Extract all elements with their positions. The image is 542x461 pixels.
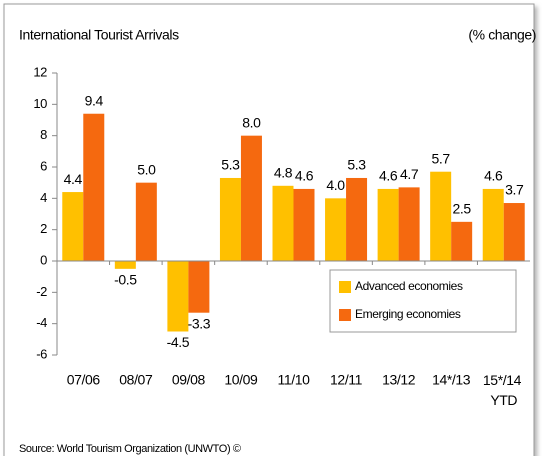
- source: Source: World Tourism Organization (UNWT…: [19, 443, 241, 455]
- y-tick-label: 10: [33, 96, 47, 111]
- value-label: 4.6: [295, 168, 314, 184]
- legend-box: [329, 269, 517, 333]
- bar: [346, 177, 368, 261]
- x-tick-label: 12/11: [330, 372, 363, 388]
- x-tick-label: 14*/13: [432, 372, 471, 388]
- value-label: 4.7: [400, 166, 419, 182]
- value-label: 3.7: [505, 182, 524, 198]
- x-tick-label: 09/08: [172, 372, 206, 388]
- y-tick-label: 0: [40, 252, 47, 267]
- bar: [62, 192, 84, 261]
- value-label: 2.5: [453, 201, 472, 217]
- y-tick-label: 2: [40, 221, 47, 236]
- y-tick-label: -2: [36, 284, 47, 299]
- value-label: 4.6: [379, 168, 398, 184]
- chart-subtitle: (% change): [468, 27, 536, 43]
- value-label: 5.3: [221, 157, 240, 173]
- y-tick-label: 8: [40, 127, 47, 142]
- legend-swatch: [339, 309, 351, 321]
- bar: [325, 198, 347, 261]
- y-tick-label: 12: [33, 64, 47, 79]
- bar: [272, 185, 294, 261]
- y-tick-label: 6: [40, 158, 47, 173]
- bar: [377, 188, 399, 261]
- value-label: 5.0: [137, 161, 156, 177]
- x-tick-label: 08/07: [119, 372, 153, 388]
- y-tick-label: 4: [40, 190, 47, 205]
- chart-title: International Tourist Arrivals: [19, 27, 179, 43]
- bar: [503, 203, 525, 261]
- x-tick-label: 11/10: [278, 372, 311, 388]
- bar: [188, 261, 210, 313]
- legend-label: Advanced economies: [355, 279, 463, 293]
- bar: [430, 171, 452, 261]
- value-label: -0.5: [114, 272, 137, 288]
- value-label: -3.3: [188, 315, 211, 331]
- value-label: 5.7: [432, 150, 451, 166]
- bar: [451, 221, 473, 261]
- value-label: 4.4: [64, 171, 83, 187]
- bar: [135, 182, 157, 261]
- y-tick-label: -6: [36, 346, 47, 361]
- value-label: 4.6: [484, 168, 503, 184]
- value-label: -4.5: [167, 334, 190, 350]
- bar: [167, 261, 189, 332]
- bar: [114, 261, 136, 269]
- y-tick-label: -4: [36, 315, 47, 330]
- legend-swatch: [339, 281, 351, 293]
- value-label: 4.8: [274, 165, 293, 181]
- legend-label: Emerging economies: [355, 307, 461, 321]
- bar: [482, 188, 504, 261]
- x-tick-label: 10/09: [224, 372, 258, 388]
- value-label: 8.0: [242, 114, 261, 130]
- x-tick-label: 13/12: [382, 372, 416, 388]
- bar: [293, 188, 315, 261]
- x-tick-label: 07/06: [67, 372, 101, 388]
- value-label: 9.4: [85, 92, 104, 108]
- bar: [398, 187, 420, 261]
- value-label: 4.0: [326, 177, 345, 193]
- bar: [240, 135, 262, 261]
- bar: [83, 113, 105, 261]
- bar: [219, 177, 241, 261]
- x-tick-label: 15*/14 YTD: [483, 372, 525, 408]
- value-label: 5.3: [347, 157, 366, 173]
